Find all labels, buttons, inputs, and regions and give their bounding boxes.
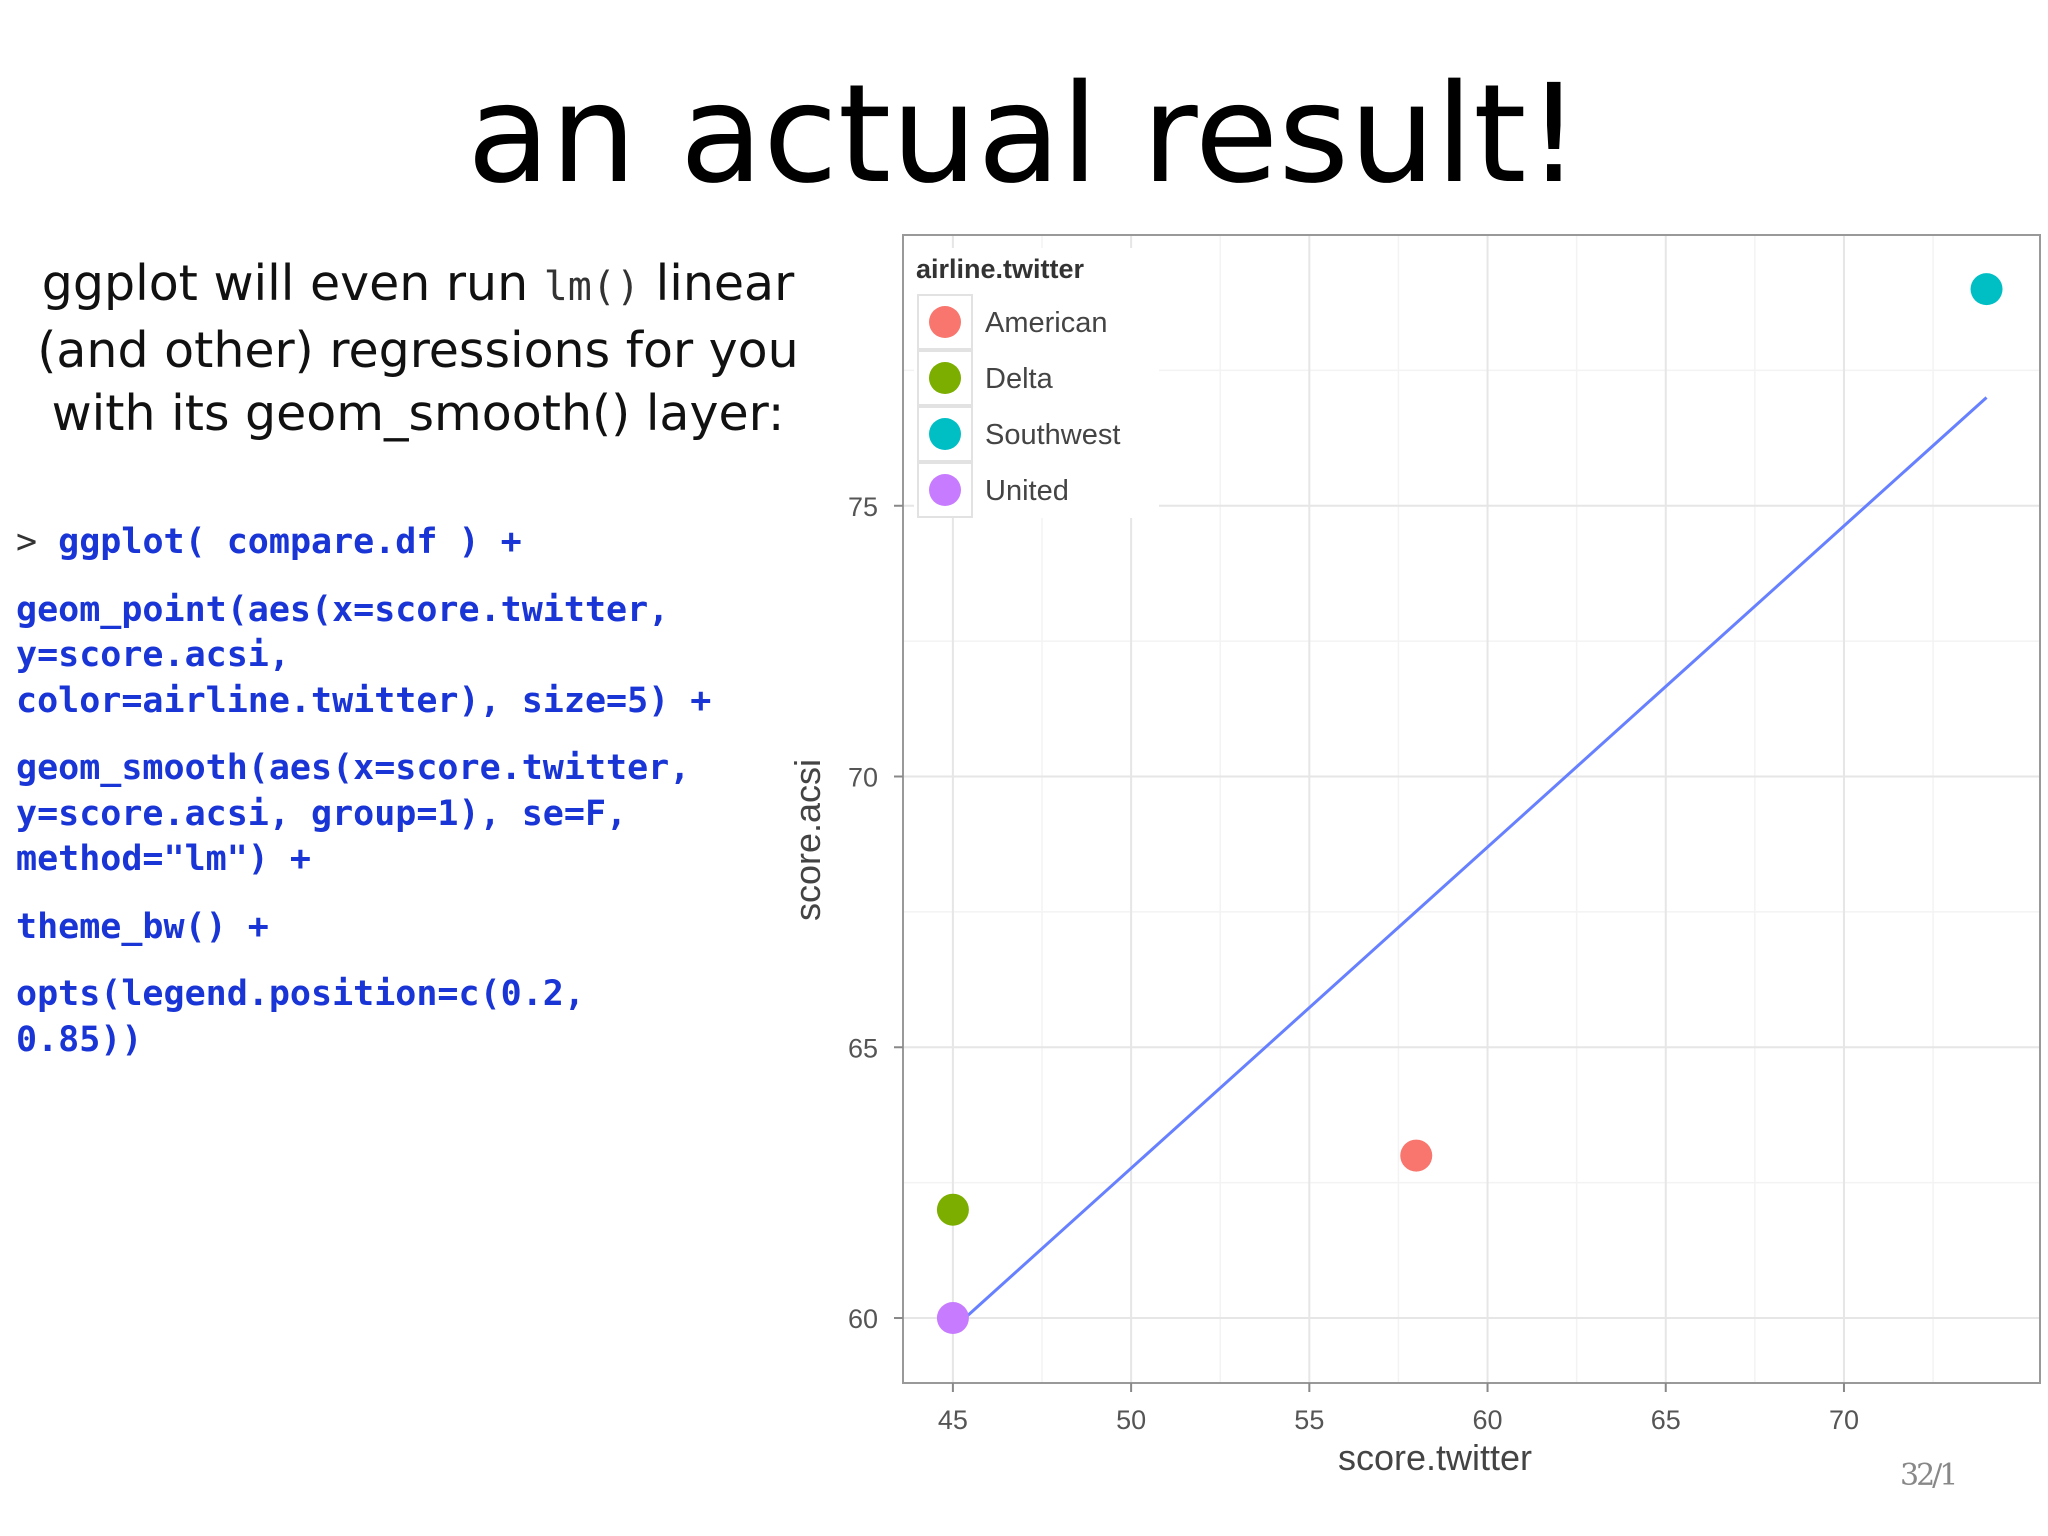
- x-tick-label: 45: [938, 1405, 968, 1435]
- page-number: 32/1: [1900, 1458, 1958, 1493]
- code-line: color=airline.twitter), size=5) +: [16, 680, 712, 721]
- data-point-american: [1400, 1139, 1433, 1172]
- intro-text-end: linear (and other) regressions for you w…: [37, 255, 799, 442]
- code-line: opts(legend.position=c(0.2,: [16, 974, 585, 1014]
- legend-label-united: United: [985, 475, 1069, 507]
- data-point-southwest: [1970, 273, 2003, 306]
- code-line: 0.85)): [16, 1019, 143, 1060]
- code-prompt: >: [16, 522, 59, 562]
- y-axis-title: score.acsi: [787, 759, 828, 921]
- legend-label-delta: Delta: [985, 363, 1054, 395]
- data-point-delta: [936, 1193, 969, 1226]
- legend-swatch-southwest: [929, 418, 961, 450]
- legend-title: airline.twitter: [916, 254, 1085, 284]
- y-tick-label: 60: [848, 1304, 878, 1334]
- x-tick-label: 65: [1651, 1405, 1681, 1435]
- legend-swatch-american: [929, 306, 961, 338]
- code-block: > ggplot( compare.df ) + geom_point(aes(…: [16, 520, 816, 1063]
- plot-border: [902, 234, 2041, 1384]
- data-point-united: [936, 1302, 969, 1335]
- slide-title: an actual result!: [466, 56, 1582, 214]
- x-tick-label: 50: [1116, 1405, 1146, 1435]
- x-tick-label: 60: [1473, 1405, 1503, 1435]
- legend-label-southwest: Southwest: [985, 419, 1120, 451]
- legend-swatch-united: [929, 474, 961, 506]
- legend-swatch-delta: [929, 362, 961, 394]
- y-tick-label: 75: [848, 492, 878, 522]
- legend-key: [917, 294, 973, 350]
- x-tick-label: 55: [1294, 1405, 1324, 1435]
- x-axis-title: score.twitter: [1338, 1437, 1532, 1478]
- code-line: > ggplot( compare.df ) +: [16, 520, 816, 566]
- intro-text-start: ggplot will even run: [41, 255, 544, 312]
- code-line: method="lm") +: [16, 839, 312, 879]
- code-line: y=score.acsi,: [16, 635, 290, 675]
- code-line: geom_smooth(aes(x=score.twitter,: [16, 748, 691, 788]
- code-line: geom_point(aes(x=score.twitter,: [16, 589, 670, 630]
- code-line-text: ggplot( compare.df ) +: [58, 522, 522, 562]
- intro-code-lm: lm(): [543, 264, 641, 310]
- y-tick-label: 65: [848, 1033, 878, 1063]
- intro-text: ggplot will even run lm() linear (and ot…: [8, 252, 828, 445]
- code-line: theme_bw() +: [16, 906, 269, 947]
- legend-label-american: American: [985, 307, 1108, 339]
- y-tick-label: 70: [848, 763, 878, 793]
- x-tick-label: 70: [1829, 1405, 1859, 1435]
- regression-line: [951, 396, 1988, 1330]
- code-line: y=score.acsi, group=1), se=F,: [16, 793, 628, 834]
